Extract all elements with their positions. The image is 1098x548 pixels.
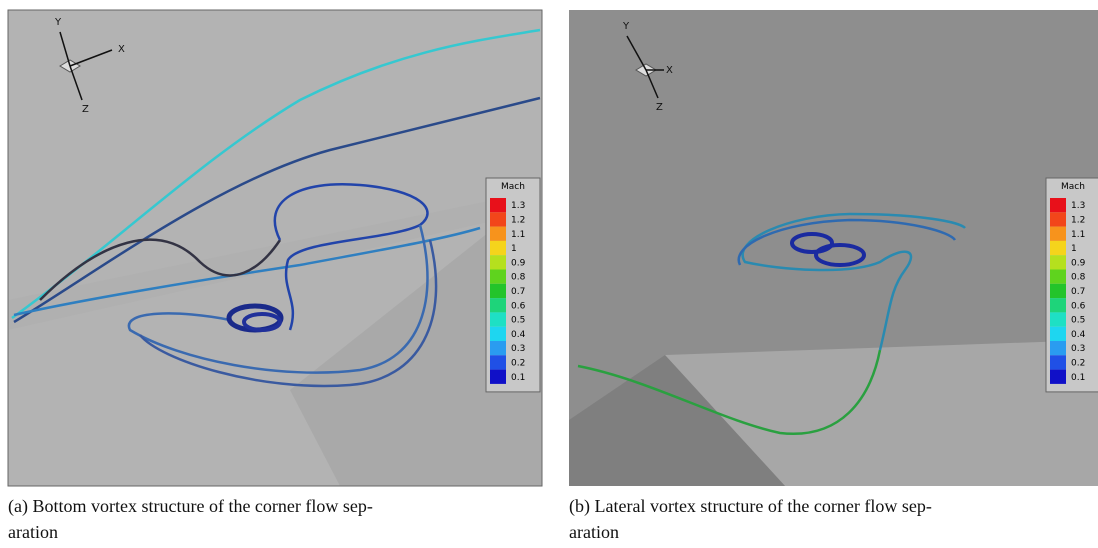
legend-swatch bbox=[490, 269, 506, 284]
legend-swatch bbox=[490, 212, 506, 227]
streamline bbox=[11, 28, 541, 320]
triad-axis bbox=[59, 31, 71, 67]
legend-label: 1.2 bbox=[511, 215, 525, 225]
caption: aration bbox=[8, 522, 58, 542]
legend-label: 1.3 bbox=[511, 201, 525, 211]
legend: Mach 1.3 1.2 1.1 1 0.9 0.8 0.7 0.6 0.5 0.4 0.3 0.2 0.… bbox=[1045, 177, 1098, 393]
legend-swatch bbox=[490, 326, 506, 341]
streamline bbox=[737, 218, 957, 266]
legend-swatch bbox=[490, 255, 506, 270]
vortex-core bbox=[790, 232, 834, 254]
legend-swatch bbox=[490, 312, 506, 327]
legend-swatch bbox=[490, 369, 506, 384]
legend-label: 0.4 bbox=[511, 330, 526, 340]
legend-label: 0.4 bbox=[1071, 330, 1086, 340]
vortex-core bbox=[242, 312, 282, 332]
streamline bbox=[577, 349, 882, 436]
caption: aration bbox=[569, 522, 619, 542]
legend-swatch bbox=[1050, 326, 1066, 341]
legend-swatch bbox=[1050, 341, 1066, 356]
legend-label: 1.2 bbox=[1071, 215, 1085, 225]
legend-swatch bbox=[490, 283, 506, 299]
legend-swatch bbox=[1050, 212, 1066, 227]
streamline bbox=[127, 224, 429, 374]
legend-swatch bbox=[490, 298, 506, 313]
legend-label: 0.8 bbox=[1071, 273, 1086, 283]
legend-label: 1 bbox=[1071, 244, 1077, 254]
legend-label: 0.9 bbox=[1071, 258, 1086, 268]
axis-label: X bbox=[666, 65, 673, 76]
legend-label: 0.6 bbox=[511, 301, 526, 311]
legend-label: 0.1 bbox=[511, 373, 525, 383]
triad-axis bbox=[69, 49, 113, 67]
legend-label: 0.7 bbox=[511, 287, 525, 297]
streamline bbox=[273, 183, 429, 331]
panel-b: Y X Z Mach 1.3 1.2 1.1 1 0.9 0.8 0.7 0.6 0.5 0.4 0.… bbox=[569, 10, 1098, 486]
axis-label: Y bbox=[622, 21, 630, 32]
caption: (a) Bottom vortex structure of the corne… bbox=[8, 496, 373, 517]
streamline bbox=[741, 212, 966, 351]
legend-swatch bbox=[1050, 269, 1066, 284]
legend-label: 1 bbox=[511, 244, 517, 254]
panel-a: Y X Z Mach 1.3 1.2 1.1 1 0.9 0.8 0.7 0.6 0.5 0.4 0.… bbox=[8, 10, 542, 486]
legend-swatch bbox=[490, 240, 506, 256]
legend-title: Mach bbox=[501, 182, 525, 192]
legend-swatch bbox=[1050, 369, 1066, 384]
caption: (b) Lateral vortex structure of the corn… bbox=[569, 496, 932, 517]
legend-swatch bbox=[1050, 255, 1066, 270]
legend-label: 1.1 bbox=[511, 230, 525, 240]
legend-swatch bbox=[1050, 298, 1066, 313]
legend-swatch bbox=[490, 226, 506, 241]
legend-swatch bbox=[490, 355, 506, 370]
legend-label: 1.3 bbox=[1071, 201, 1085, 211]
legend-swatch bbox=[1050, 312, 1066, 327]
legend-swatch bbox=[1050, 198, 1066, 213]
triad-axis bbox=[69, 65, 83, 101]
legend-label: 0.7 bbox=[1071, 287, 1085, 297]
legend-label: 0.1 bbox=[1071, 373, 1085, 383]
axis-label: X bbox=[118, 44, 125, 55]
legend-label: 0.3 bbox=[1071, 344, 1085, 354]
axis-label: Z bbox=[82, 104, 89, 115]
legend-label: 0.3 bbox=[511, 344, 525, 354]
legend-label: 0.2 bbox=[1071, 358, 1085, 368]
legend-label: 0.5 bbox=[511, 316, 525, 326]
streamline bbox=[13, 96, 541, 324]
frame bbox=[7, 9, 543, 487]
legend-label: 0.9 bbox=[511, 258, 526, 268]
surface bbox=[665, 340, 1098, 486]
legend-label: 0.5 bbox=[1071, 316, 1085, 326]
legend-swatch bbox=[490, 341, 506, 356]
legend-swatch bbox=[1050, 283, 1066, 299]
surface bbox=[569, 355, 785, 486]
legend-title: Mach bbox=[1061, 182, 1085, 192]
streamline bbox=[39, 238, 282, 301]
surface bbox=[8, 190, 542, 330]
surface bbox=[290, 190, 542, 486]
vortex-core bbox=[814, 243, 866, 267]
streamline bbox=[139, 239, 438, 388]
triad-axis bbox=[626, 35, 647, 71]
legend-swatch bbox=[1050, 240, 1066, 256]
legend-label: 0.8 bbox=[511, 273, 526, 283]
legend-label: 0.6 bbox=[1071, 301, 1086, 311]
legend-swatch bbox=[1050, 355, 1066, 370]
axis-label: Y bbox=[54, 17, 62, 28]
legend-swatch bbox=[490, 198, 506, 213]
axis-label: Z bbox=[656, 102, 663, 113]
legend-swatch bbox=[1050, 226, 1066, 241]
legend-label: 0.2 bbox=[511, 358, 525, 368]
legend: Mach 1.3 1.2 1.1 1 0.9 0.8 0.7 0.6 0.5 0.4 0.3 0.2 0.… bbox=[485, 177, 541, 393]
triad-axis bbox=[645, 69, 659, 99]
legend-label: 1.1 bbox=[1071, 230, 1085, 240]
